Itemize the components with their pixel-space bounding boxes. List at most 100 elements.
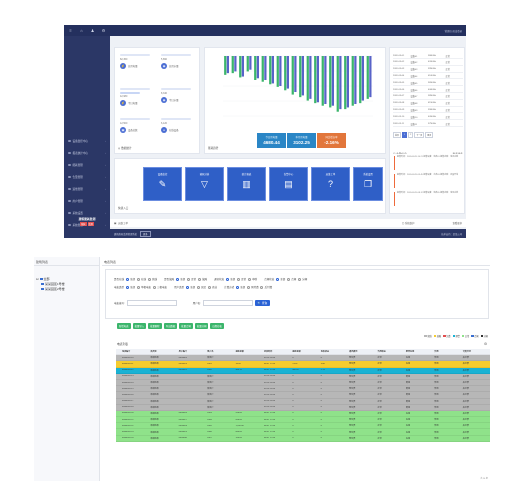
action-button[interactable]: 新增电表 bbox=[117, 323, 131, 329]
table-row[interactable]: 2020-03-07 设备07 385kWh 正常 bbox=[393, 94, 463, 100]
column-header[interactable]: 合闸状态 bbox=[377, 351, 386, 354]
radio-button[interactable] bbox=[246, 285, 250, 289]
sidebar-item-5[interactable]: 运维管理 › bbox=[68, 187, 106, 191]
action-button[interactable]: 批量合闸 bbox=[179, 323, 193, 329]
table-row[interactable]: 0000032223 单相电表 0000029 2006 600.00 06-07 17:… bbox=[116, 429, 490, 436]
table-row[interactable]: 2020-03-06 设备06 400kWh 正常 bbox=[393, 87, 463, 93]
menu-icon[interactable]: ≡ bbox=[69, 28, 72, 33]
column-header[interactable]: 电表编号 bbox=[122, 351, 131, 354]
column-header[interactable]: 用户名 bbox=[207, 351, 214, 354]
radio-button[interactable] bbox=[197, 277, 201, 281]
table-row[interactable]: 0000032211 单相电表 0000024 2001 39.85 06-07 17:0… bbox=[116, 361, 490, 368]
table-row[interactable]: 2020-03-11 设备11 375kWh 正常 bbox=[393, 121, 463, 127]
radio-button[interactable] bbox=[186, 277, 190, 281]
radio-button[interactable] bbox=[175, 277, 179, 281]
table-row[interactable]: 0000032224 单相电表 0000030 2007 320.00 06-07 17:… bbox=[116, 435, 490, 442]
column-header[interactable]: 剩余余额 bbox=[235, 351, 244, 354]
radio-button[interactable] bbox=[152, 285, 156, 289]
action-button[interactable]: 导出数据 bbox=[163, 323, 178, 329]
table-row[interactable]: 0000032222 单相电表 0000028 2005 1,200.00 06-07 1… bbox=[116, 423, 490, 430]
radio-button[interactable] bbox=[247, 277, 251, 281]
action-button[interactable]: 批量导入 bbox=[132, 323, 147, 329]
pager-page-button[interactable]: 2 bbox=[408, 132, 414, 138]
maintenance-more-link[interactable]: 查看更多 bbox=[452, 222, 462, 225]
tree-node[interactable]: 某某园区2号楼 bbox=[41, 287, 65, 291]
radio-button[interactable] bbox=[225, 277, 229, 281]
quick-entry-button[interactable]: 运维工单? bbox=[311, 167, 350, 201]
sidebar-item-3[interactable]: 能耗管理 › bbox=[68, 163, 106, 167]
radio-button[interactable] bbox=[260, 285, 264, 289]
radio-button[interactable] bbox=[147, 277, 151, 281]
pager-page-button[interactable]: 1 bbox=[402, 132, 408, 138]
column-header[interactable]: 合闸 bbox=[434, 351, 439, 354]
minus-box-icon[interactable]: ⊟ bbox=[36, 277, 39, 281]
column-header[interactable]: 是否在线 bbox=[405, 351, 415, 354]
quick-entry-button[interactable]: 系统设置 ❐ bbox=[353, 167, 383, 201]
table-row[interactable]: 0000032215 单相电表 某用户 05-18 15:00 0 0 预付费 正常 离线 合闸 后… bbox=[116, 386, 490, 393]
sidebar-item-6[interactable]: 用户管理 › bbox=[68, 199, 106, 203]
table-row[interactable]: 0000032216 单相电表 某用户 05-18 15:00 0 0 预付费 正常 离线 合闸 后… bbox=[116, 392, 490, 399]
sidebar-item-1[interactable]: 设备监控中心 › bbox=[68, 139, 106, 143]
radio-button[interactable] bbox=[235, 285, 239, 289]
alert-item[interactable]: 报警时间：2020-03-20 08:12 报警设备：电表05 报警内容：电压过… bbox=[394, 192, 463, 206]
action-button[interactable]: 批量分闸 bbox=[194, 323, 209, 329]
column-header[interactable]: 剩余金额 bbox=[292, 351, 301, 354]
user-icon[interactable]: ♟ bbox=[90, 28, 95, 33]
table-row[interactable]: 2020-03-01 设备01 380kWh 正常 bbox=[393, 53, 463, 59]
radio-button[interactable] bbox=[286, 277, 290, 281]
quick-entry-button[interactable]: 告警中心 ▤ bbox=[269, 167, 308, 201]
column-header[interactable]: 计费方式 bbox=[462, 351, 471, 354]
header-user-info[interactable]: 管理员 退出登录 bbox=[444, 29, 462, 33]
pager-first-button[interactable]: 首页 bbox=[393, 132, 402, 138]
radio-button[interactable] bbox=[125, 277, 129, 281]
alert-item[interactable]: 报警时间：2020-03-20 09:45 报警设备：水表03 报警内容：流量异… bbox=[394, 174, 463, 188]
tree-node-root[interactable]: ⊟ 全部 bbox=[36, 277, 50, 281]
table-row[interactable]: 2020-03-10 设备10 405kWh 正常 bbox=[393, 114, 463, 121]
table-row[interactable]: 2020-03-05 设备05 365kWh 正常 bbox=[393, 80, 463, 87]
radio-button[interactable] bbox=[207, 285, 211, 289]
tree-node[interactable]: 某某园区1号楼 bbox=[41, 282, 65, 286]
table-row[interactable]: 0000032221 单相电表 0000027 2004 856.00 06-07 17:… bbox=[116, 417, 490, 424]
column-header[interactable]: 通讯模式 bbox=[349, 351, 358, 354]
action-button[interactable]: 批量删除 bbox=[148, 323, 162, 329]
table-row[interactable]: 0000032212 单相电表 0000025 2002 400.11 06-07 17:… bbox=[116, 367, 490, 374]
column-header[interactable]: 抄表时间 bbox=[263, 351, 273, 354]
table-row[interactable]: 0000032218 单相电表 某用户 05-18 15:00 0 0 预付费 正常 离线 合闸 后… bbox=[116, 404, 490, 411]
gear-icon[interactable]: ⚙ bbox=[483, 342, 487, 346]
table-row[interactable]: 2020-03-04 设备04 410kWh 正常 bbox=[393, 73, 463, 80]
table-row[interactable]: 0000032220 单相电表 0000026 2003 418.00 06-07 17:… bbox=[116, 410, 490, 418]
radio-button[interactable] bbox=[125, 285, 129, 289]
sidebar-item-8[interactable]: 系统管理 › bbox=[68, 223, 106, 227]
table-row[interactable]: 2020-03-09 设备09 390kWh 正常 bbox=[393, 107, 463, 114]
table-row[interactable]: 2020-03-08 设备08 415kWh 正常 bbox=[393, 101, 463, 107]
table-row[interactable]: 0000032217 单相电表 某用户 05-18 15:00 0 0 预付费 正常 离线 合闸 后… bbox=[116, 398, 490, 405]
user-name-input[interactable] bbox=[202, 300, 253, 306]
radio-button[interactable] bbox=[275, 277, 279, 281]
quick-entry-button[interactable]: 能耗分析 ▽ bbox=[185, 167, 224, 201]
sidebar-item-4[interactable]: 告警管理 › bbox=[68, 175, 106, 179]
query-button[interactable]: 🔍 查询 bbox=[254, 300, 271, 306]
table-row[interactable]: 0000032213 单相电表 某用户 05-18 15:00 0 0 预付费 正常 离线 合闸 后… bbox=[116, 373, 490, 380]
radio-button[interactable] bbox=[136, 277, 140, 281]
radio-button[interactable] bbox=[196, 285, 200, 289]
column-header[interactable]: 表类型 bbox=[150, 351, 157, 354]
table-row[interactable]: 2020-03-03 设备03 395kWh 正常 bbox=[393, 67, 463, 73]
pager-next-button[interactable]: 下一页 bbox=[414, 132, 425, 138]
home-icon[interactable]: ⌂ bbox=[80, 28, 83, 33]
table-row[interactable]: 0000032214 单相电表 某用户 05-18 15:00 0 0 预付费 正常 离线 合闸 后… bbox=[116, 379, 490, 387]
sidebar-item-7[interactable]: 系统设置 › bbox=[68, 211, 106, 215]
radio-button[interactable] bbox=[185, 285, 189, 289]
radio-button[interactable] bbox=[236, 277, 240, 281]
radio-button[interactable] bbox=[136, 285, 140, 289]
column-header[interactable]: 电表状态 bbox=[320, 351, 330, 354]
sidebar-item-2[interactable]: 报表统计中心 › bbox=[68, 151, 106, 155]
gear-icon[interactable]: ⚙ bbox=[101, 28, 106, 33]
table-row[interactable]: 2020-03-02 设备02 420kWh 正常 bbox=[393, 60, 463, 66]
action-button[interactable]: 远程抄表 bbox=[210, 323, 224, 329]
quick-entry-button[interactable]: 设备监控 ✎ bbox=[143, 167, 182, 201]
meter-code-input[interactable] bbox=[126, 300, 177, 306]
alert-item[interactable]: 报警时间：2020-03-20 10:21 报警设备：电表01 报警内容：电流过… bbox=[394, 156, 463, 170]
quick-entry-button[interactable]: 统计报表 ▥ bbox=[227, 167, 266, 201]
column-header[interactable]: 用户编号 bbox=[178, 351, 188, 354]
status-more-button[interactable]: 更多 bbox=[139, 230, 151, 237]
